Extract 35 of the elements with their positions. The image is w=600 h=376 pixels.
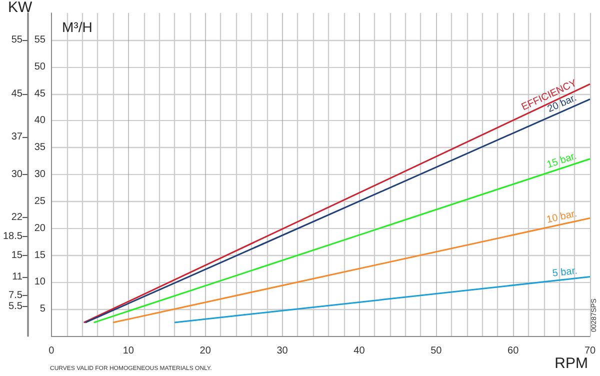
x-axis-title: RPM (554, 355, 588, 372)
x-tick-label: 30 (276, 346, 288, 356)
x-tick-label: 60 (508, 346, 520, 356)
x-tick-label: 40 (354, 346, 366, 356)
y-tick-label: 25 (34, 196, 46, 207)
text: 5 bar. (552, 266, 578, 280)
text: 10 bar. (546, 208, 578, 226)
y2-tick-label: 30 (11, 169, 23, 180)
x-tick-label: 50 (430, 346, 442, 356)
y-tick-label: 40 (34, 115, 46, 126)
y2-tick-label: 18.5 (2, 230, 23, 242)
y2-tick-label: 37 (11, 131, 23, 142)
y-tick-label: 15 (34, 250, 46, 261)
x-tick-label: 10 (122, 346, 134, 356)
y2-tick-label: 11 (12, 271, 23, 282)
y-tick-label: 5 (40, 304, 46, 315)
y-tick-label: 45 (34, 88, 46, 100)
y-tick-label: 50 (34, 61, 46, 72)
text: 15 bar. (546, 150, 578, 171)
x-tick-label: 20 (200, 346, 212, 356)
y2-axis-title: KW (8, 0, 34, 16)
y-tick-label: 35 (34, 142, 46, 154)
y2-tick-label: 5.5 (8, 300, 23, 312)
y-axis-title: M³/H (62, 19, 92, 35)
y2-tick-label: 55 (11, 34, 23, 46)
y-tick-label: 55 (34, 34, 46, 46)
x-tick-label: 70 (584, 346, 596, 356)
y-tick-label: 20 (34, 222, 46, 234)
y-tick-label: 10 (34, 276, 46, 288)
y2-tick-label: 22 (11, 212, 23, 224)
y-tick-label: 30 (34, 169, 46, 180)
y2-tick-label: 45 (11, 88, 23, 100)
x-tick-label: 0 (48, 346, 55, 356)
y2-tick-label: 15 (11, 250, 23, 261)
y2-tick-label: 7.5 (8, 290, 23, 302)
